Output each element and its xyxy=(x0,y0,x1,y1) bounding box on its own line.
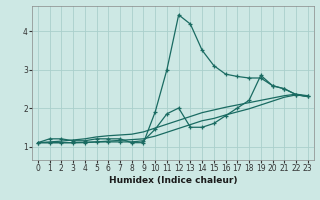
X-axis label: Humidex (Indice chaleur): Humidex (Indice chaleur) xyxy=(108,176,237,185)
